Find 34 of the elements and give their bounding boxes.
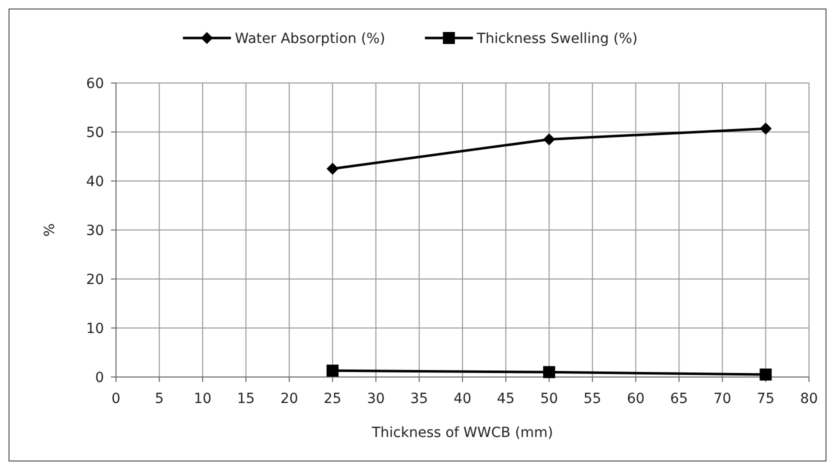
x-tick-label: 60 [626,391,645,407]
point [760,368,772,381]
y-tick-label: 60 [86,76,104,92]
x-tick-label: 80 [800,391,818,407]
x-tick-label: 75 [756,391,775,407]
x-tick-label: 30 [366,391,385,407]
x-axis-title: Thickness of WWCB (mm) [370,425,554,441]
x-tick-label: 65 [670,391,688,407]
x-tick-label: 70 [713,391,732,407]
x-tick-label: 50 [540,391,558,407]
y-tick-label: 0 [95,370,104,386]
x-tick-label: 25 [324,391,342,407]
point [326,364,339,377]
y-tick-label: 50 [86,125,104,141]
x-tick-label: 20 [280,391,298,407]
x-tick-label: 55 [584,391,602,407]
point [543,366,556,378]
y-tick-label: 20 [86,272,104,288]
legend-label: Water Absorption (%) [234,31,386,47]
y-axis-title: % [42,223,58,237]
point [326,162,339,175]
y-tick-label: 30 [86,223,104,239]
y-tick-label: 40 [86,174,104,190]
legend-label: Thickness Swelling (%) [476,31,638,47]
point [760,122,772,135]
x-tick-label: 45 [496,391,515,407]
x-tick-label: 35 [410,391,428,407]
point [543,133,556,146]
x-tick-label: 10 [194,391,212,407]
x-tick-label: 0 [112,391,120,407]
y-tick-label: 10 [86,321,104,337]
x-tick-label: 15 [237,391,255,407]
x-tick-label: 40 [454,391,472,407]
x-tick-label: 5 [154,391,164,407]
